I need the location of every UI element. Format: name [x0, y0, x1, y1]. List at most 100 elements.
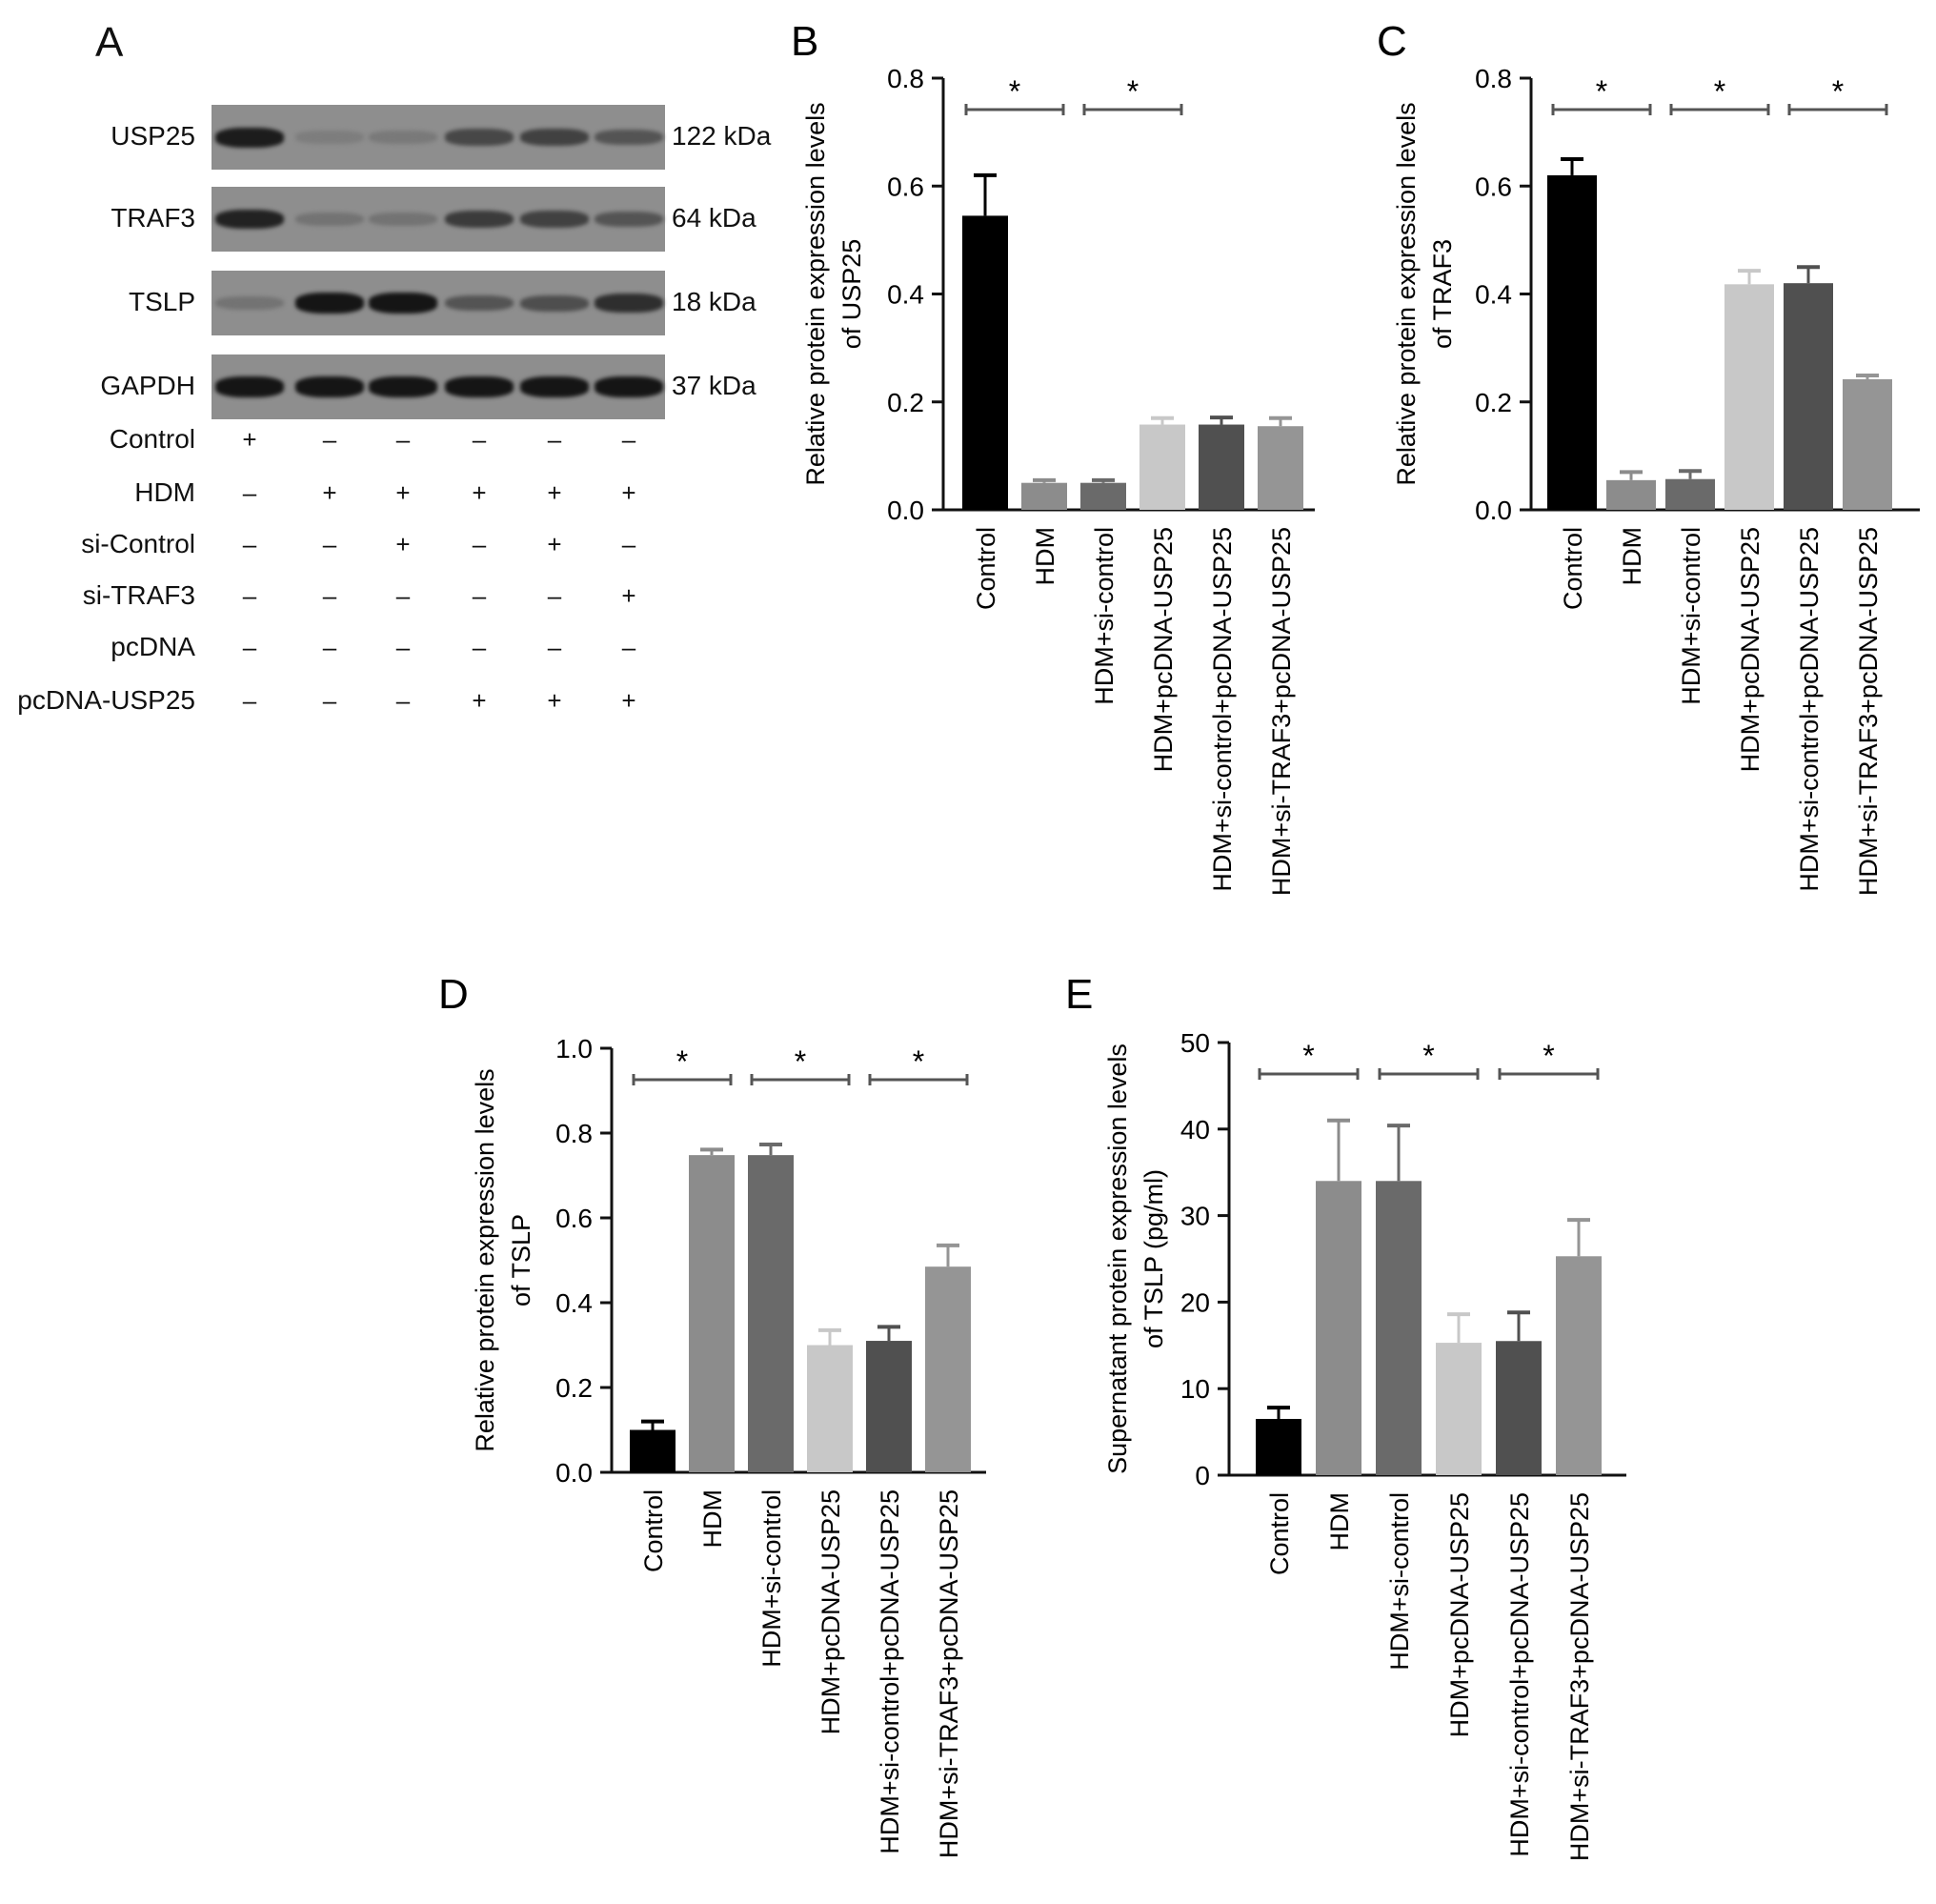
panel-d-category-label: HDM+si-TRAF3+pcDNA-USP25: [935, 1489, 963, 1858]
condition-label: si-Control: [81, 529, 195, 558]
condition-sign: +: [472, 686, 487, 715]
panel-d-bar: [689, 1155, 735, 1472]
panel-b-bar: [962, 215, 1008, 511]
panel-e-significance-star: *: [1422, 1039, 1434, 1073]
blot-kda-label: 18 kDa: [672, 287, 756, 316]
panel-b-y-tick-label: 0.6: [887, 172, 924, 201]
condition-sign: –: [242, 530, 257, 558]
panel-e-bar: [1256, 1418, 1301, 1475]
blot-strip-traf3: [212, 187, 665, 252]
condition-sign: –: [621, 425, 636, 454]
panel-e-bar: [1316, 1181, 1361, 1475]
condition-sign: –: [547, 425, 562, 454]
condition-sign: –: [242, 581, 257, 610]
panel-d-y-tick-label: 0.4: [555, 1288, 593, 1318]
blot-band: [595, 211, 663, 228]
blot-band: [295, 213, 364, 226]
panel-d-y-label-line2: of TSLP: [507, 1214, 535, 1306]
panel-d-y-tick-label: 0.6: [555, 1204, 593, 1233]
panel-c-category-label: HDM+si-TRAF3+pcDNA-USP25: [1854, 527, 1883, 896]
condition-sign: –: [621, 530, 636, 558]
panel-c-bar: [1547, 174, 1597, 511]
panel-e-category-label: HDM: [1325, 1492, 1354, 1551]
condition-label: Control: [109, 424, 195, 454]
condition-sign: –: [322, 633, 337, 661]
panel-d-significance-star: *: [795, 1044, 806, 1079]
blot-protein-label: TRAF3: [111, 203, 195, 233]
blot-band: [215, 376, 284, 397]
panel-b-bar: [1139, 424, 1185, 510]
blot-kda-label: 37 kDa: [672, 371, 756, 400]
blot-strip-usp25: [212, 105, 665, 170]
condition-label: HDM: [134, 477, 195, 507]
blot-band: [369, 131, 437, 144]
panel-a-letter: A: [95, 19, 124, 66]
blot-protein-label: GAPDH: [100, 371, 195, 400]
blot-band: [595, 376, 663, 397]
panel-c-y-tick-label: 0.4: [1475, 280, 1512, 310]
panel-d-category-label: HDM+si-control: [757, 1489, 786, 1668]
panel-b-category-label: HDM+si-control: [1090, 527, 1119, 705]
condition-sign: –: [472, 633, 487, 661]
panel-c-bar: [1724, 284, 1774, 510]
panel-d-bar: [630, 1429, 676, 1472]
panel-c-category-label: HDM+si-control+pcDNA-USP25: [1795, 527, 1824, 892]
panel-e-y-label-line2: of TSLP (pg/ml): [1139, 1169, 1168, 1348]
panel-c-significance-star: *: [1596, 74, 1607, 109]
condition-sign: –: [395, 686, 411, 715]
blot-band: [520, 294, 589, 312]
panel-b-category-label: HDM+si-TRAF3+pcDNA-USP25: [1267, 527, 1296, 896]
condition-sign: –: [242, 633, 257, 661]
panel-c-y-label-line1: Relative protein expression levels: [1392, 102, 1421, 485]
blot-protein-label: USP25: [111, 121, 195, 151]
condition-sign: +: [621, 581, 636, 610]
condition-sign: –: [621, 633, 636, 661]
panel-d-category-label: Control: [639, 1489, 668, 1572]
blot-band: [520, 211, 589, 228]
panel-c-y-tick-label: 0.0: [1475, 496, 1512, 525]
condition-sign: +: [547, 530, 562, 558]
panel-c-y-tick-label: 0.8: [1475, 64, 1512, 93]
panel-c-bar: [1606, 479, 1656, 510]
condition-sign: +: [621, 686, 636, 715]
panel-c-bar: [1665, 478, 1715, 510]
panel-e-category-label: HDM+pcDNA-USP25: [1445, 1492, 1474, 1737]
condition-label: pcDNA-USP25: [17, 685, 195, 715]
panel-b-y-tick-label: 0.2: [887, 388, 924, 417]
blot-band: [595, 294, 663, 313]
panel-b-y-label-line2: of USP25: [837, 239, 866, 350]
panel-c-category-label: Control: [1559, 527, 1587, 610]
panel-b-bar: [1199, 424, 1244, 510]
condition-sign: –: [322, 530, 337, 558]
panel-d-significance-star: *: [913, 1044, 924, 1079]
panel-c-category-label: HDM+si-control: [1677, 527, 1705, 705]
panel-e-y-tick-label: 40: [1180, 1115, 1210, 1144]
condition-sign: +: [395, 530, 411, 558]
panel-b-bar: [1021, 482, 1067, 510]
panel-d-bar: [807, 1345, 853, 1472]
panel-d-bar: [925, 1266, 971, 1472]
condition-sign: +: [621, 478, 636, 507]
panel-d-y-tick-label: 0.8: [555, 1119, 593, 1148]
blot-band: [445, 210, 514, 229]
panel-c-significance-star: *: [1832, 74, 1844, 109]
condition-sign: –: [395, 581, 411, 610]
blot-band: [215, 296, 284, 310]
condition-label: pcDNA: [111, 632, 195, 661]
panel-d-category-label: HDM+pcDNA-USP25: [817, 1489, 845, 1734]
panel-c-significance-star: *: [1714, 74, 1725, 109]
condition-sign: +: [547, 686, 562, 715]
panel-b-category-label: Control: [972, 527, 1000, 610]
panel-b-bar: [1080, 482, 1126, 510]
blot-band: [595, 129, 663, 146]
panel-d-category-label: HDM+si-control+pcDNA-USP25: [876, 1489, 904, 1854]
panel-e-category-label: HDM+si-control: [1385, 1492, 1414, 1671]
blot-band: [445, 294, 514, 312]
panel-e-bar: [1436, 1343, 1482, 1475]
condition-sign: +: [395, 478, 411, 507]
panel-e-y-label-line1: Supernatant protein expression levels: [1103, 1043, 1132, 1474]
condition-sign: –: [547, 581, 562, 610]
panel-d-y-tick-label: 1.0: [555, 1034, 593, 1063]
